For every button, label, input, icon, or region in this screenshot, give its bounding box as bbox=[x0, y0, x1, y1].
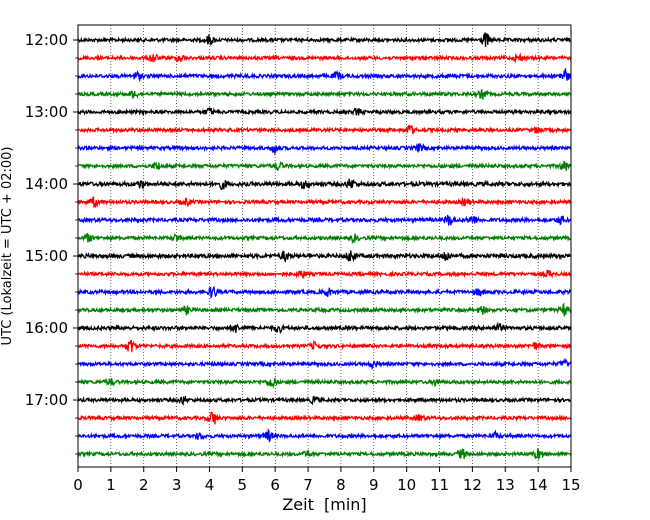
x-tick-label: 11 bbox=[430, 476, 449, 494]
x-axis-label: Zeit [min] bbox=[282, 495, 366, 514]
trace-1545 bbox=[77, 302, 572, 317]
x-tick-label: 4 bbox=[205, 476, 215, 494]
trace-1345 bbox=[77, 160, 572, 171]
trace-1230 bbox=[77, 68, 572, 83]
x-tick-label: 3 bbox=[172, 476, 182, 494]
y-tick-label: 17:00 bbox=[25, 391, 68, 409]
trace-1730 bbox=[77, 428, 572, 443]
x-tick-label: 12 bbox=[463, 476, 482, 494]
x-tick-label: 14 bbox=[529, 476, 548, 494]
y-axis-label: UTC (Lokalzeit = UTC + 02:00) bbox=[0, 147, 15, 346]
trace-1630 bbox=[77, 357, 572, 371]
trace-1615 bbox=[77, 339, 572, 353]
plot-frame bbox=[77, 24, 572, 468]
trace-1400 bbox=[77, 178, 572, 191]
trace-1645 bbox=[77, 377, 571, 389]
y-tick-label: 15:00 bbox=[25, 247, 68, 265]
x-tick-label: 0 bbox=[73, 476, 83, 494]
trace-1745 bbox=[77, 448, 572, 461]
x-tick-label: 9 bbox=[369, 476, 379, 494]
x-tick-label: 15 bbox=[561, 476, 580, 494]
x-tick-label: 6 bbox=[270, 476, 280, 494]
trace-1700 bbox=[77, 395, 572, 406]
seismic-traces bbox=[77, 32, 572, 461]
trace-1215 bbox=[77, 52, 572, 64]
y-axis-ticks: 12:00 13:00 14:00 15:00 16:00 17:00 bbox=[25, 31, 78, 455]
trace-1445 bbox=[77, 232, 572, 245]
x-tick-label: 2 bbox=[139, 476, 149, 494]
trace-1530 bbox=[77, 286, 572, 299]
x-tick-label: 8 bbox=[336, 476, 346, 494]
trace-1600 bbox=[77, 321, 572, 334]
trace-1200 bbox=[77, 32, 572, 47]
y-tick-label: 14:00 bbox=[25, 175, 68, 193]
x-tick-label: 1 bbox=[106, 476, 116, 494]
y-tick-label: 13:00 bbox=[25, 103, 68, 121]
y-tick-label: 12:00 bbox=[25, 31, 68, 49]
x-tick-label: 13 bbox=[496, 476, 515, 494]
trace-1715 bbox=[77, 411, 572, 425]
trace-1515 bbox=[77, 269, 572, 279]
trace-1245 bbox=[77, 89, 572, 100]
x-tick-label: 5 bbox=[238, 476, 248, 494]
x-tick-label: 10 bbox=[397, 476, 416, 494]
trace-1430 bbox=[77, 214, 572, 226]
x-tick-label: 7 bbox=[303, 476, 313, 494]
trace-1415 bbox=[77, 196, 572, 208]
trace-1315 bbox=[77, 124, 572, 135]
y-tick-label: 16:00 bbox=[25, 319, 68, 337]
trace-1500 bbox=[77, 250, 572, 263]
x-axis-ticks: 0 1 2 3 4 5 6 7 8 9 10 11 12 13 14 15 bbox=[73, 467, 581, 494]
trace-1300 bbox=[77, 107, 572, 117]
trace-1330 bbox=[77, 142, 572, 156]
